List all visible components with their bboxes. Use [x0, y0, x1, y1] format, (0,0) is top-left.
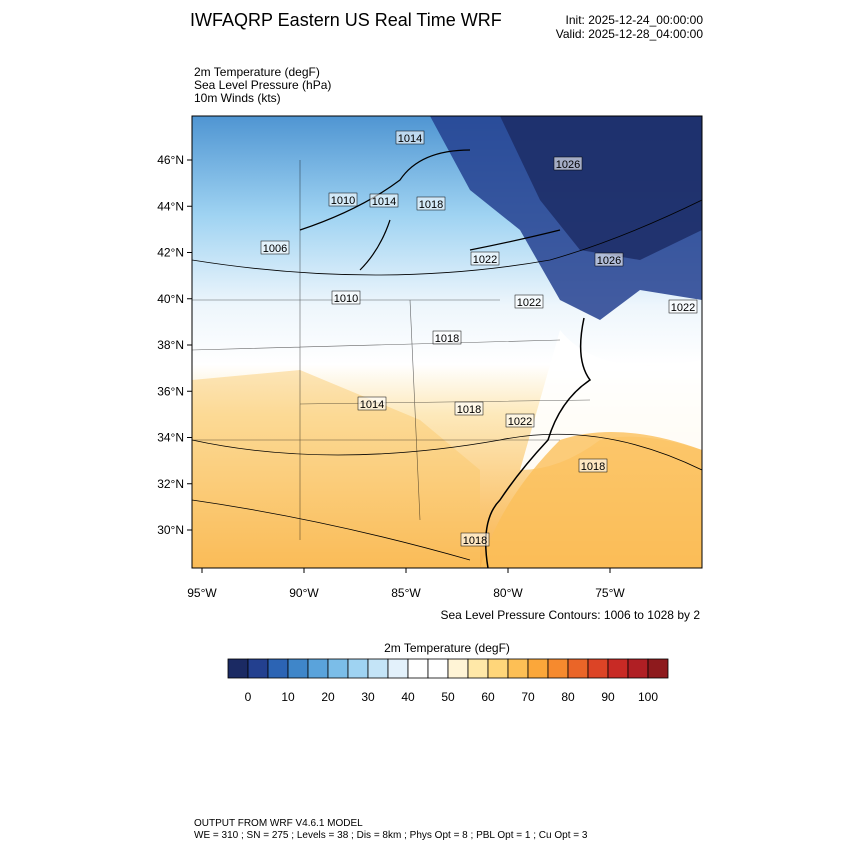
contour-label-box	[369, 193, 399, 208]
footer-settings: WE = 310 ; SN = 275 ; Levels = 38 ; Dis …	[194, 830, 588, 841]
colorbar-label: 50	[441, 690, 455, 704]
contour-label: 1018	[463, 535, 487, 547]
contour-label-box	[668, 299, 698, 314]
lat-label: 46°N	[157, 153, 184, 167]
contour-label-box	[553, 156, 583, 171]
contour-label: 1026	[556, 159, 580, 171]
field-label: 10m Winds (kts)	[194, 91, 281, 105]
map-frame	[191, 115, 703, 569]
contour-label: 1022	[508, 416, 532, 428]
contour-label: 1018	[581, 461, 605, 473]
colorbar-swatch	[367, 658, 389, 679]
contour-label: 1014	[372, 196, 396, 208]
contour-label-box	[594, 252, 624, 267]
colorbar-swatch	[487, 658, 509, 679]
lat-label: 36°N	[157, 384, 184, 398]
colorbar-label: 80	[561, 690, 575, 704]
contour-label: 1010	[331, 195, 355, 207]
colorbar-swatch	[507, 658, 529, 679]
contour-label-box	[460, 532, 490, 547]
contour-label: 1026	[597, 255, 621, 267]
contour-label: 1014	[360, 399, 384, 411]
lon-label: 90°W	[289, 586, 319, 600]
colorbar-swatch	[587, 658, 609, 679]
map-field	[192, 116, 702, 568]
contour-label-box	[432, 330, 462, 345]
lon-label: 80°W	[493, 586, 523, 600]
colorbar-swatch	[567, 658, 589, 679]
contour-label-box	[416, 196, 446, 211]
colorbar-swatch	[247, 658, 269, 679]
colorbar-label: 70	[521, 690, 535, 704]
lat-label: 34°N	[157, 431, 184, 445]
contour-label-box	[395, 130, 425, 145]
contour-label-box	[328, 192, 358, 207]
contour-label: 1018	[435, 333, 459, 345]
lat-label: 44°N	[157, 199, 184, 213]
lon-label: 75°W	[595, 586, 625, 600]
contour-label: 1010	[334, 293, 358, 305]
colorbar-swatch	[427, 658, 449, 679]
colorbar-swatch	[307, 658, 329, 679]
colorbar-swatch	[467, 658, 489, 679]
colorbar-title: 2m Temperature (degF)	[384, 641, 510, 655]
lat-label: 42°N	[157, 246, 184, 260]
lon-label: 85°W	[391, 586, 421, 600]
contour-label-box	[357, 396, 387, 411]
colorbar-label: 10	[281, 690, 295, 704]
contour-label: 1006	[263, 243, 287, 255]
contour-label-box	[470, 251, 500, 266]
field-label: 2m Temperature (degF)	[194, 65, 320, 79]
colorbar-swatch	[267, 658, 289, 679]
contour-label-box	[514, 294, 544, 309]
colorbar-swatch	[227, 658, 249, 679]
colorbar-swatch	[387, 658, 409, 679]
colorbar-label: 0	[245, 690, 252, 704]
field-label: Sea Level Pressure (hPa)	[194, 78, 331, 92]
colorbar-swatch	[527, 658, 549, 679]
colorbar-swatch	[407, 658, 429, 679]
colorbar-label: 30	[361, 690, 375, 704]
init-time: Init: 2025-12-24_00:00:00	[566, 13, 704, 27]
contour-label: 1022	[517, 297, 541, 309]
contour-note: Sea Level Pressure Contours: 1006 to 102…	[441, 608, 701, 622]
colorbar-swatch	[287, 658, 309, 679]
colorbar-swatch	[447, 658, 469, 679]
contour-label: 1018	[457, 404, 481, 416]
colorbar-label: 90	[601, 690, 615, 704]
colorbar-swatch	[647, 658, 669, 679]
title: IWFAQRP Eastern US Real Time WRF	[190, 10, 502, 30]
lat-label: 30°N	[157, 523, 184, 537]
contour-label: 1022	[671, 302, 695, 314]
colorbar-label: 40	[401, 690, 415, 704]
contour-label: 1022	[473, 254, 497, 266]
colorbar-label: 20	[321, 690, 335, 704]
contour-label: 1018	[419, 199, 443, 211]
colorbar-swatch	[607, 658, 629, 679]
valid-time: Valid: 2025-12-28_04:00:00	[556, 27, 704, 41]
lon-label: 95°W	[187, 586, 217, 600]
contour-label-box	[260, 240, 290, 255]
contour-label-box	[331, 290, 361, 305]
contour-label-box	[454, 401, 484, 416]
footer-model: OUTPUT FROM WRF V4.6.1 MODEL	[194, 818, 363, 829]
colorbar-label: 100	[638, 690, 658, 704]
lat-label: 38°N	[157, 338, 184, 352]
lat-label: 40°N	[157, 292, 184, 306]
colorbar-swatch	[627, 658, 649, 679]
contour-label-box	[505, 413, 535, 428]
contour-label: 1014	[398, 133, 422, 145]
colorbar-swatch	[547, 658, 569, 679]
lat-label: 32°N	[157, 477, 184, 491]
contour-label-box	[578, 458, 608, 473]
colorbar-label: 60	[481, 690, 495, 704]
colorbar-swatch	[327, 658, 349, 679]
colorbar-swatch	[347, 658, 369, 679]
